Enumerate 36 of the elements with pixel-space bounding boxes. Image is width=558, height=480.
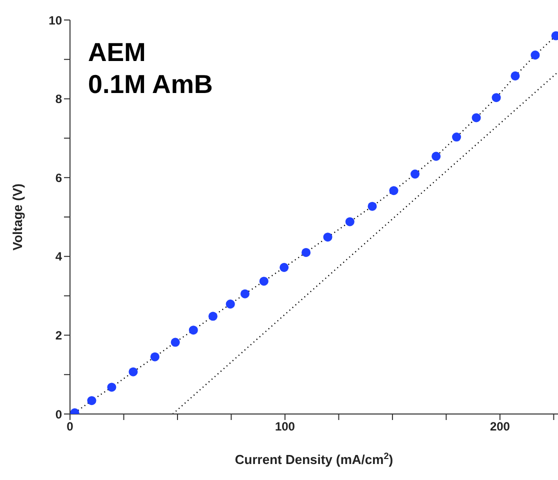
point — [492, 93, 501, 102]
point — [208, 312, 218, 321]
point — [345, 217, 354, 226]
point — [323, 232, 332, 242]
point — [226, 300, 235, 309]
y-tick-label: 4 — [55, 250, 62, 264]
point — [128, 367, 138, 376]
x-tick-label: 200 — [490, 420, 510, 434]
y-tick-label: 10 — [48, 13, 62, 28]
point — [259, 276, 268, 286]
point — [368, 202, 377, 211]
text: AEM — [88, 36, 147, 68]
y-tick-label: 6 — [55, 170, 62, 185]
text: 0.1M AmB — [88, 68, 213, 100]
point — [389, 186, 398, 196]
point — [452, 132, 462, 142]
point — [87, 396, 96, 406]
point — [150, 352, 160, 362]
point — [472, 113, 481, 122]
point — [302, 248, 311, 257]
point — [432, 152, 441, 161]
y-tick-label: 8 — [55, 92, 62, 106]
y-tick-label: 0 — [55, 407, 62, 422]
point — [188, 326, 198, 335]
point — [530, 50, 540, 60]
x-tick-label: 0 — [66, 420, 74, 434]
y-axis-title: Voltage (V) — [10, 184, 25, 250]
y-tick-label: 2 — [55, 328, 62, 342]
point — [240, 289, 250, 298]
point — [107, 382, 116, 392]
point — [170, 338, 180, 347]
point — [280, 262, 289, 272]
x-axis-title: Current Density (mA/cm$^{2}$) — [234, 451, 394, 467]
point — [410, 170, 420, 179]
point — [510, 71, 520, 80]
x-tick-label: 100 — [274, 420, 296, 434]
